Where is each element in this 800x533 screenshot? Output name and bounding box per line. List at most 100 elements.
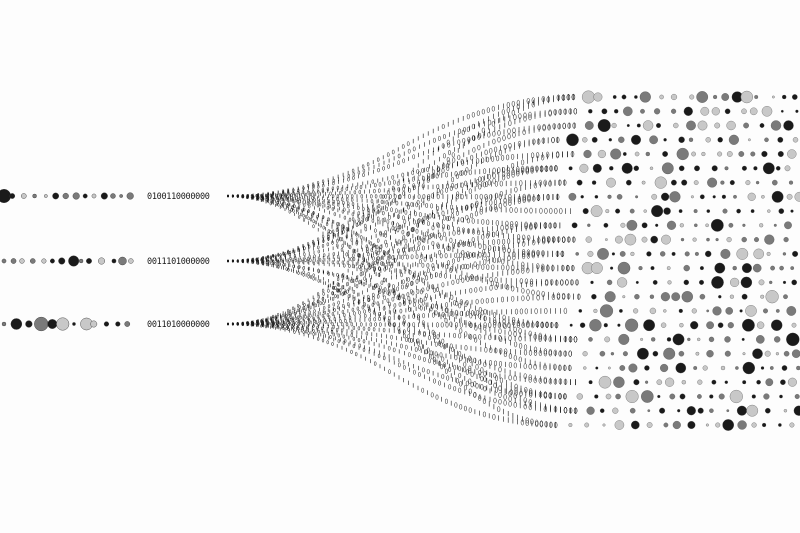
zero-digit-mark xyxy=(426,167,430,172)
zero-digit-mark xyxy=(495,230,499,237)
data-dot xyxy=(642,120,654,131)
data-dot xyxy=(687,337,691,342)
data-dot xyxy=(780,379,786,385)
data-dot xyxy=(588,109,593,114)
zero-digit-mark xyxy=(447,142,451,148)
zero-digit-mark xyxy=(508,193,512,200)
zero-digit-mark xyxy=(519,180,523,187)
data-dot xyxy=(753,248,764,260)
data-dot xyxy=(747,192,756,201)
zero-digit-mark xyxy=(431,284,435,290)
data-dot xyxy=(671,292,681,302)
zero-digit-mark xyxy=(367,326,371,332)
zero-digit-mark xyxy=(396,222,399,228)
data-dot xyxy=(625,318,639,332)
zero-digit-mark xyxy=(362,206,365,212)
data-dot xyxy=(759,223,764,228)
zero-digit-mark xyxy=(425,293,428,299)
zero-digit-mark xyxy=(395,208,398,214)
zero-digit-mark xyxy=(393,194,397,199)
data-dot xyxy=(711,276,724,289)
zero-digit-mark xyxy=(296,308,299,313)
zero-digit-mark xyxy=(458,365,462,372)
zero-digit-mark xyxy=(539,421,544,428)
zero-digit-mark xyxy=(316,203,320,208)
zero-digit-mark xyxy=(428,213,432,219)
zero-digit-mark xyxy=(538,377,542,384)
binary-curve xyxy=(227,194,575,243)
zero-digit-mark xyxy=(311,212,314,217)
zero-digit-mark xyxy=(458,372,462,379)
zero-digit-mark xyxy=(321,296,325,301)
zero-digit-mark xyxy=(511,285,515,292)
data-dot xyxy=(641,390,654,403)
zero-digit-mark xyxy=(573,407,578,414)
data-dot xyxy=(601,108,608,115)
zero-digit-mark xyxy=(469,334,473,340)
zero-digit-mark xyxy=(452,258,455,264)
data-dot xyxy=(650,235,658,244)
zero-digit-mark xyxy=(375,244,379,250)
zero-digit-mark xyxy=(327,271,330,276)
zero-digit-mark xyxy=(430,232,433,238)
data-dot xyxy=(115,321,121,327)
zero-digit-mark xyxy=(436,194,440,200)
zero-digit-mark xyxy=(498,328,502,334)
data-dot xyxy=(777,136,784,143)
data-dot xyxy=(649,135,658,145)
zero-digit-mark xyxy=(511,154,515,160)
data-dot xyxy=(795,109,799,113)
zero-digit-mark xyxy=(388,315,391,321)
zero-digit-mark xyxy=(481,264,485,270)
zero-digit-mark xyxy=(417,241,421,246)
zero-digit-mark xyxy=(522,240,526,247)
data-dot xyxy=(732,265,737,271)
zero-digit-mark xyxy=(412,273,416,279)
data-dot xyxy=(49,258,55,264)
zero-digit-mark xyxy=(516,170,520,177)
data-dot xyxy=(640,108,645,114)
data-dot xyxy=(639,91,651,103)
data-dot xyxy=(724,350,731,357)
zero-digit-mark xyxy=(430,203,433,209)
zero-digit-mark xyxy=(331,311,335,316)
zero-digit-mark xyxy=(480,384,484,390)
zero-digit-mark xyxy=(501,264,505,271)
data-dot xyxy=(775,166,781,171)
zero-digit-mark xyxy=(346,260,350,265)
zero-digit-mark xyxy=(401,229,405,235)
zero-digit-mark xyxy=(348,244,352,250)
data-dot xyxy=(623,106,633,117)
zero-digit-mark xyxy=(485,297,489,304)
data-dot xyxy=(591,294,597,300)
data-dot xyxy=(34,316,49,332)
zero-digit-mark xyxy=(406,292,410,297)
zero-digit-mark xyxy=(342,224,345,230)
zero-digit-mark xyxy=(554,421,558,429)
data-dot xyxy=(786,193,793,200)
zero-digit-mark xyxy=(533,346,538,353)
zero-digit-mark xyxy=(451,346,455,352)
zero-digit-mark xyxy=(468,169,472,176)
zero-digit-mark xyxy=(345,226,349,232)
zero-digit-mark xyxy=(402,186,406,192)
data-dot xyxy=(629,407,636,414)
zero-digit-mark xyxy=(363,276,366,281)
data-dot xyxy=(714,262,726,274)
zero-digit-mark xyxy=(298,305,301,309)
data-dot xyxy=(690,195,694,199)
zero-digit-mark xyxy=(322,291,325,296)
zero-digit-mark xyxy=(471,218,475,224)
data-dot xyxy=(662,151,668,157)
zero-digit-mark xyxy=(420,254,424,259)
zero-digit-mark xyxy=(506,102,510,108)
zero-digit-mark xyxy=(337,305,340,310)
zero-digit-mark xyxy=(531,251,535,257)
zero-digit-mark xyxy=(533,377,537,384)
zero-digit-mark xyxy=(508,200,512,207)
data-dot xyxy=(771,319,783,331)
zero-digit-mark xyxy=(357,205,360,211)
output-stream xyxy=(578,304,797,318)
zero-digit-mark xyxy=(306,325,309,330)
